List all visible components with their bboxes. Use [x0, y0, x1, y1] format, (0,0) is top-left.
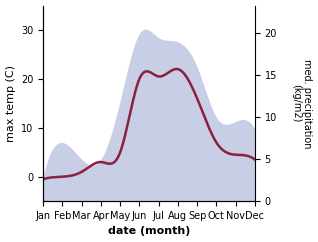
Y-axis label: med. precipitation
(kg/m2): med. precipitation (kg/m2): [291, 59, 313, 148]
X-axis label: date (month): date (month): [108, 227, 190, 236]
Y-axis label: max temp (C): max temp (C): [5, 65, 16, 142]
